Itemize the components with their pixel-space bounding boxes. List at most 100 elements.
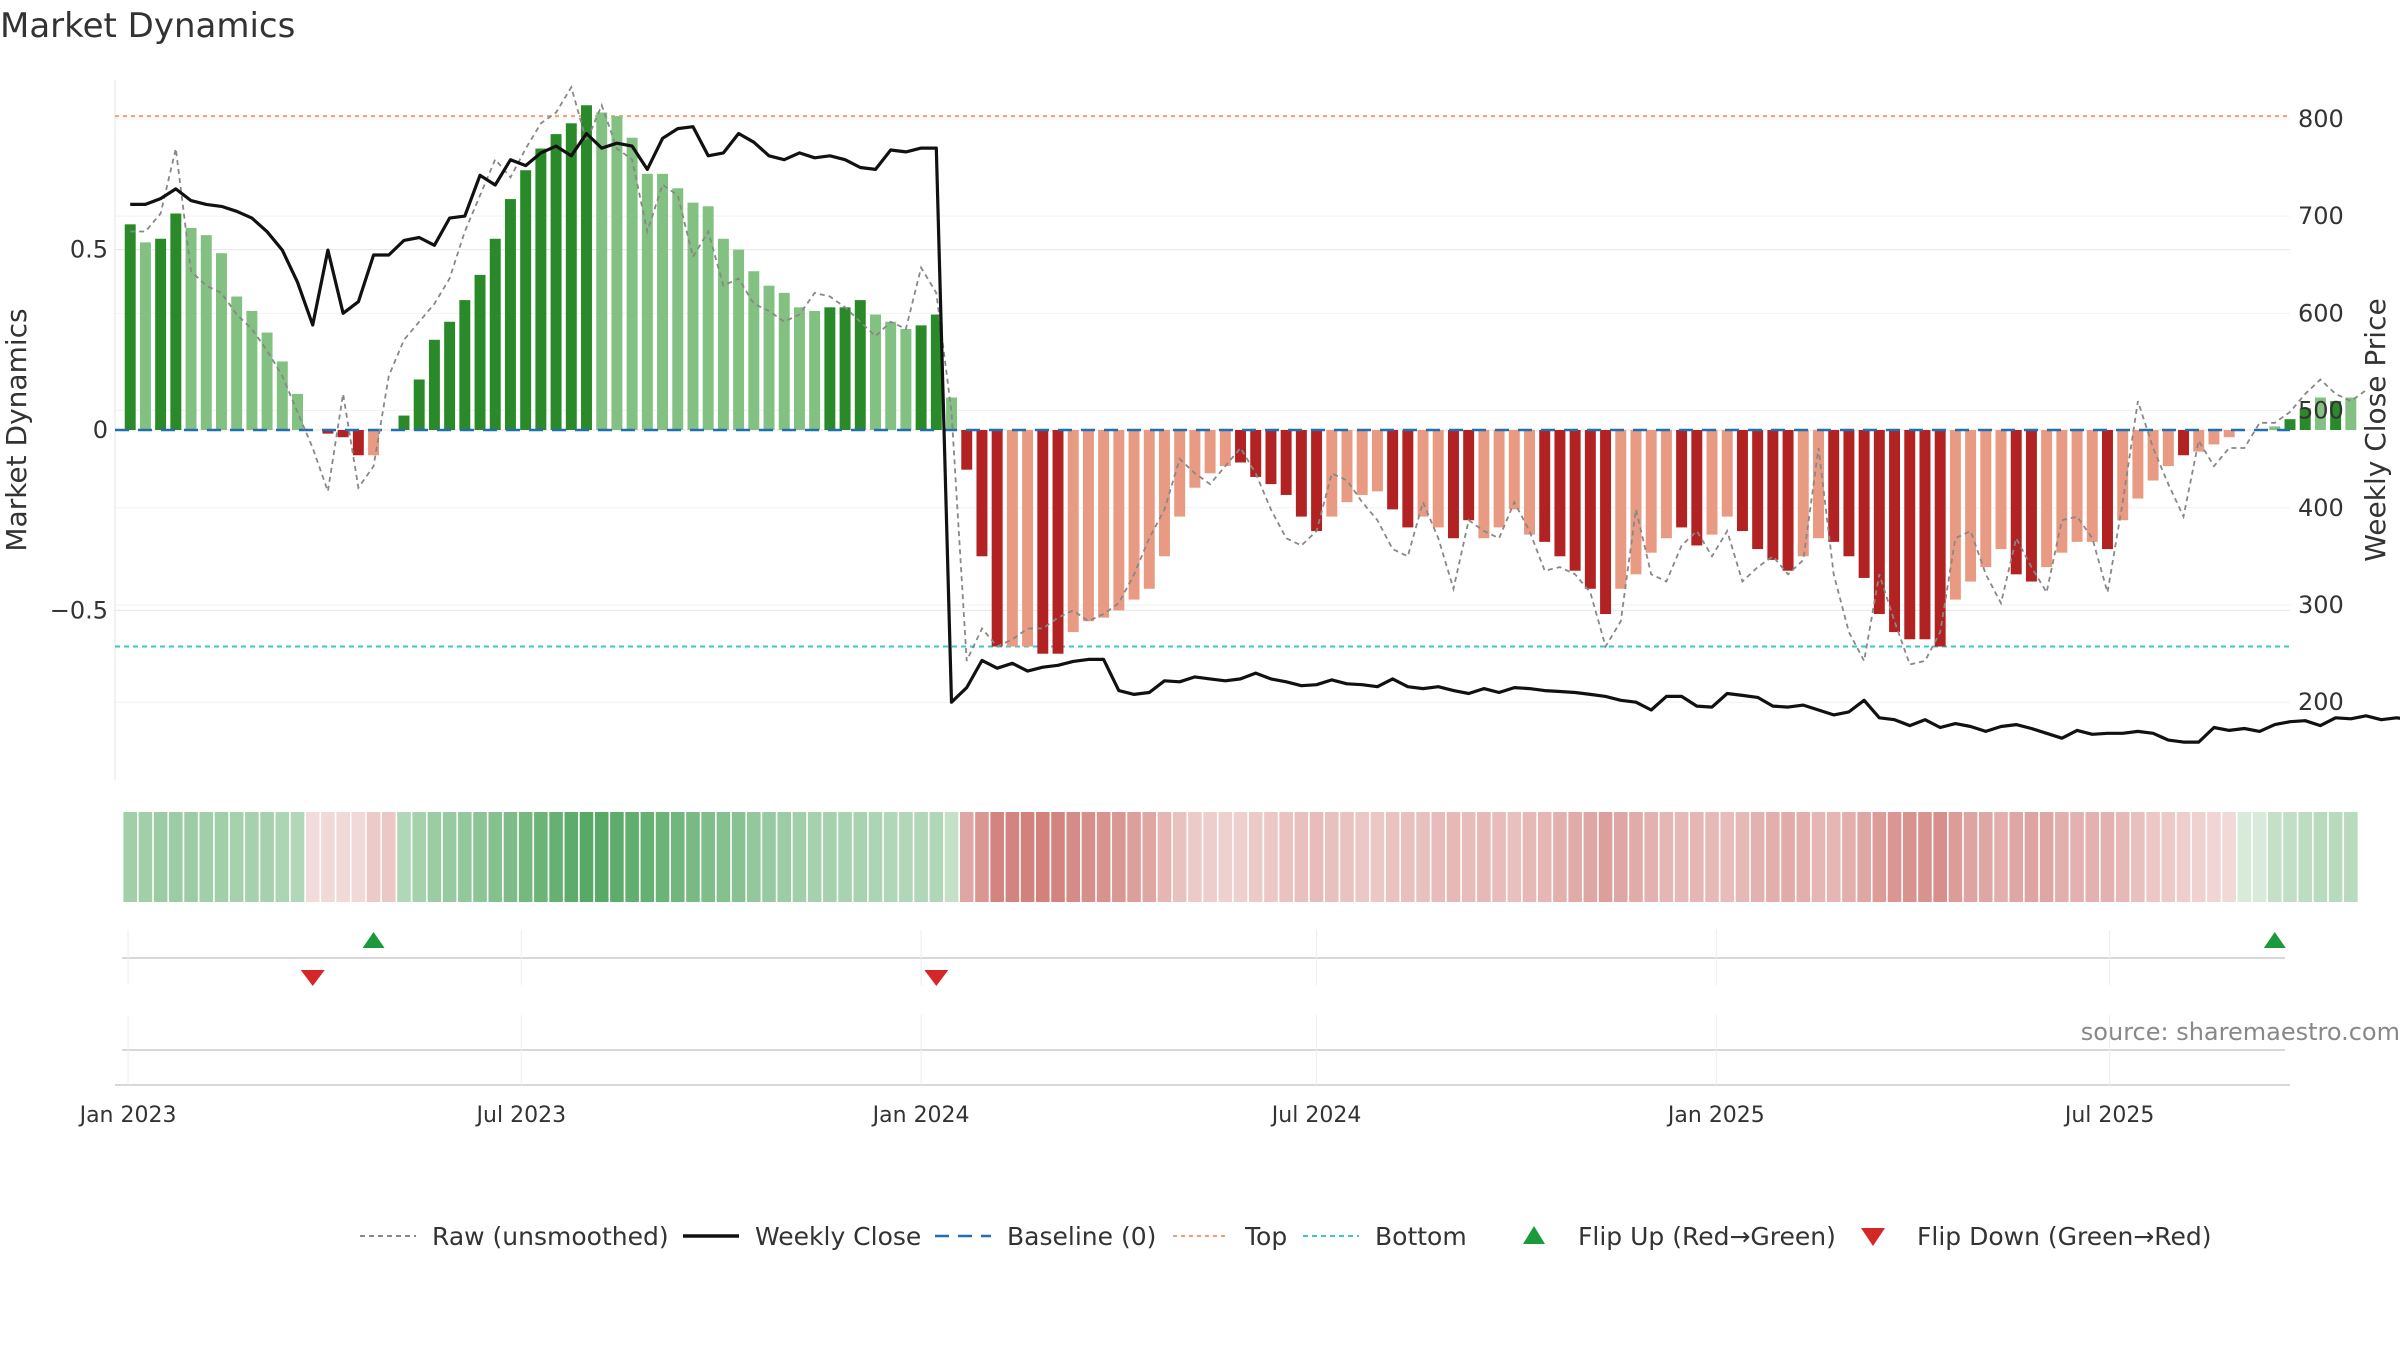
dynamics-bar — [1828, 430, 1840, 542]
dynamics-bar — [2223, 430, 2235, 438]
heatmap-cell — [138, 812, 153, 902]
heatmap-cell — [853, 812, 868, 902]
dynamics-bar — [322, 430, 334, 434]
heatmap-cell — [2161, 812, 2176, 902]
dynamics-bar — [489, 238, 501, 430]
heatmap-cell — [1051, 812, 1065, 902]
dynamics-bar — [581, 105, 592, 431]
heatmap-cell — [1613, 812, 1628, 902]
dynamics-bar — [1615, 430, 1627, 589]
flip-up-marker — [2263, 932, 2286, 948]
heatmap-cell — [1066, 812, 1081, 902]
dynamics-bar — [1341, 430, 1353, 503]
dynamics-bar — [2299, 408, 2311, 430]
heatmap-cell — [1416, 812, 1430, 902]
heatmap-cell — [807, 812, 822, 902]
dynamics-bar — [2071, 430, 2083, 542]
heatmap-cell — [2176, 812, 2191, 902]
x-tick-label-1: Jul 2023 — [475, 1103, 567, 1128]
dynamics-bar — [1736, 430, 1748, 532]
heatmap-cell — [2070, 812, 2084, 902]
legend-swatch-flip-up — [1523, 1226, 1545, 1244]
dynamics-bar — [976, 430, 988, 557]
heatmap-cell — [275, 812, 290, 902]
heatmap-cell — [1172, 812, 1187, 902]
heatmap-cell — [1598, 812, 1613, 902]
y-tick-label-0: 0.5 — [70, 236, 108, 264]
dynamics-bar — [1204, 430, 1216, 474]
dynamics-bar — [702, 206, 714, 430]
heatmap-cell — [1020, 812, 1035, 902]
dynamics-bar — [231, 296, 243, 430]
heatmap-cell — [883, 812, 898, 902]
heatmap-cell — [351, 812, 366, 902]
heatmap-cell — [625, 812, 639, 902]
dynamics-bar — [1630, 430, 1642, 575]
dynamics-bar — [870, 314, 881, 430]
heatmap-cell — [473, 812, 487, 902]
y-axis-label: Market Dynamics — [0, 308, 33, 551]
dynamics-bar — [1189, 430, 1201, 488]
heatmap-cell — [1872, 812, 1887, 902]
dynamics-bar — [885, 321, 897, 430]
heatmap-cell — [823, 812, 837, 902]
dynamics-bar — [611, 116, 623, 431]
dynamics-bar — [1691, 430, 1703, 546]
heatmap-cell — [1142, 812, 1157, 902]
heatmap-cell — [1948, 812, 1963, 902]
heatmap-cell — [123, 812, 137, 902]
dynamics-bar — [139, 242, 151, 430]
dynamics-bar — [1098, 430, 1110, 618]
heatmap-cell — [1233, 812, 1248, 902]
heatmap-cell — [1431, 812, 1446, 902]
dynamics-bar — [793, 307, 805, 430]
dynamics-bar — [1387, 430, 1399, 510]
heatmap-cell — [792, 812, 807, 902]
dynamics-bar — [1128, 430, 1140, 600]
heatmap-cell — [1857, 812, 1871, 902]
dynamics-bar — [900, 328, 912, 430]
y2-axis-label: Weekly Close Price — [2359, 298, 2392, 561]
heatmap-cell — [1933, 812, 1947, 902]
heatmap-cell — [655, 812, 670, 902]
dynamics-bar — [246, 310, 258, 430]
dynamics-bar — [2178, 430, 2190, 456]
dynamics-bar — [1371, 430, 1383, 492]
dynamics-bar — [748, 271, 760, 430]
dynamics-bar — [1934, 430, 1946, 647]
heatmap-cell — [1309, 812, 1324, 902]
dynamics-bar — [215, 253, 227, 430]
heatmap-cell — [731, 812, 746, 902]
legend-label-bottom: Bottom — [1375, 1222, 1467, 1251]
heatmap-cell — [777, 812, 792, 902]
dynamics-bar — [1995, 430, 2007, 550]
dynamics-bar — [1082, 430, 1094, 622]
heatmap-cell — [1507, 812, 1522, 902]
dynamics-bar — [1447, 430, 1459, 539]
heatmap-cell — [229, 812, 244, 902]
heatmap-cell — [716, 812, 731, 902]
heatmap-cell — [1324, 812, 1339, 902]
heatmap-cell — [1279, 812, 1293, 902]
dynamics-bar — [2117, 430, 2129, 521]
heatmap-cell — [2344, 812, 2358, 902]
heatmap-cell — [1644, 812, 1658, 902]
dynamics-bar — [459, 300, 471, 430]
dynamics-bar — [1965, 430, 1977, 582]
dynamics-bar — [276, 361, 288, 430]
heatmap-cell — [260, 812, 274, 902]
heatmap-cell — [564, 812, 579, 902]
heatmap-cell — [1446, 812, 1461, 902]
heatmap-cell — [1355, 812, 1369, 902]
dynamics-bar — [1402, 430, 1414, 528]
legend-label-raw: Raw (unsmoothed) — [432, 1222, 669, 1251]
heatmap-cell — [1370, 812, 1385, 902]
dynamics-bar — [1813, 430, 1824, 539]
y2-tick-label-5: 300 — [2298, 591, 2344, 619]
heatmap-cell — [2115, 812, 2130, 902]
heatmap-cell — [1203, 812, 1217, 902]
dynamics-bar — [1067, 430, 1079, 633]
dynamics-bar — [687, 202, 699, 430]
heatmap-cell — [1522, 812, 1537, 902]
heatmap-cell — [305, 812, 320, 902]
